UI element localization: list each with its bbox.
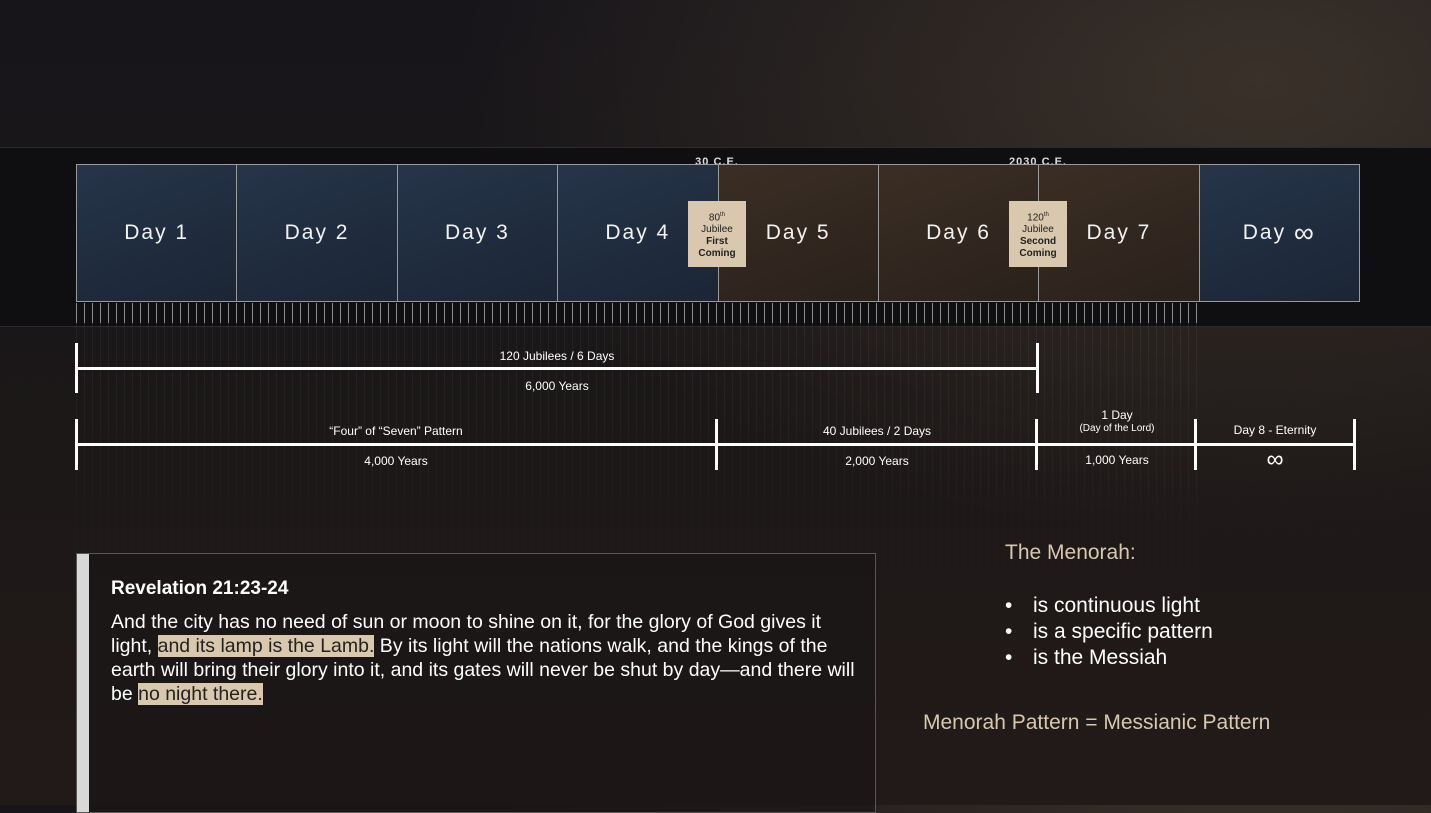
span-total-line: [75, 367, 1039, 370]
jubilee-120-card: 120th Jubilee Second Coming: [1009, 201, 1067, 267]
jubilee-120-event-line1: Second: [1019, 236, 1057, 248]
jubilee-80-suffix: th: [720, 212, 726, 218]
span-eternity-infinity-icon: ∞: [1266, 446, 1284, 473]
scripture-box: Revelation 21:23-24 And the city has no …: [76, 553, 876, 813]
span-lord-top-label: 1 Day (Day of the Lord): [1079, 409, 1154, 435]
day-4-label: Day 4: [605, 221, 671, 244]
jubilee-80-event-line2: Coming: [698, 248, 736, 260]
jubilee-120-word: Jubilee: [1022, 224, 1054, 236]
span-total-top-label: 120 Jubilees / 6 Days: [499, 349, 615, 363]
span-forty-top-label: 40 Jubilees / 2 Days: [822, 424, 932, 438]
menorah-point: is continuous light: [1005, 593, 1213, 619]
jubilee-120-event-line2: Coming: [1019, 248, 1057, 260]
verse-text-2: By its light will the nations walk, and …: [111, 635, 855, 705]
day-3: Day 3: [397, 165, 559, 301]
span-lord-bottom-label: 1,000 Years: [1085, 453, 1149, 467]
jubilee-120-suffix: th: [1043, 212, 1049, 218]
day-3-label: Day 3: [445, 221, 510, 244]
jubilee-ticks: [76, 303, 1198, 323]
menorah-title: The Menorah:: [1005, 541, 1136, 564]
day-infinity: Day ∞: [1199, 165, 1359, 301]
scripture-accent-bar: [77, 554, 89, 812]
verse-text-1: And the city has no need of sun or moon …: [111, 611, 821, 657]
span-row-tick-day7-end: [1194, 419, 1197, 470]
verse-highlight-no-night: no night there.: [138, 683, 263, 705]
jubilee-120-number: 120: [1027, 212, 1044, 224]
day-1: Day 1: [77, 165, 238, 301]
menorah-points: is continuous light is a specific patter…: [1005, 593, 1213, 671]
span-eternity-top-label: Day 8 - Eternity: [1233, 423, 1317, 437]
day-7-label: Day 7: [1086, 221, 1152, 244]
span-total-bottom-label: 6,000 Years: [525, 379, 589, 393]
day-6-label: Day 6: [926, 221, 991, 244]
day-infinity-label: Day: [1242, 221, 1287, 244]
jubilee-80-event-line1: First: [706, 236, 728, 248]
day-5-label: Day 5: [765, 221, 831, 244]
span-four-top-label: “Four” of “Seven” Pattern: [329, 424, 463, 438]
day-2: Day 2: [237, 165, 398, 301]
day-2-label: Day 2: [284, 221, 350, 244]
verse-highlight-lamb: and its lamp is the Lamb.: [157, 635, 375, 657]
scripture-verse: And the city has no need of sun or moon …: [111, 610, 861, 706]
span-row-tick-end: [1353, 419, 1356, 470]
span-row-tick-30ce: [715, 419, 718, 470]
day-1-label: Day 1: [124, 221, 190, 244]
span-forty-bottom-label: 2,000 Years: [845, 454, 909, 468]
span-lord-top-line1: 1 Day: [1101, 408, 1133, 422]
span-row-tick-start: [75, 419, 78, 470]
scripture-reference: Revelation 21:23-24: [111, 578, 289, 599]
menorah-pattern-statement: Menorah Pattern = Messianic Pattern: [923, 711, 1271, 734]
span-row-tick-2030ce: [1035, 419, 1038, 470]
jubilee-80-word: Jubilee: [701, 224, 733, 236]
infinity-icon: ∞: [1293, 217, 1316, 248]
span-lord-top-line2: (Day of the Lord): [1079, 423, 1155, 434]
jubilee-80-number: 80: [708, 212, 721, 224]
menorah-point: is the Messiah: [1005, 645, 1213, 671]
span-four-bottom-label: 4,000 Years: [364, 454, 428, 468]
jubilee-80-card: 80th Jubilee First Coming: [688, 201, 746, 267]
menorah-point: is a specific pattern: [1005, 619, 1213, 645]
